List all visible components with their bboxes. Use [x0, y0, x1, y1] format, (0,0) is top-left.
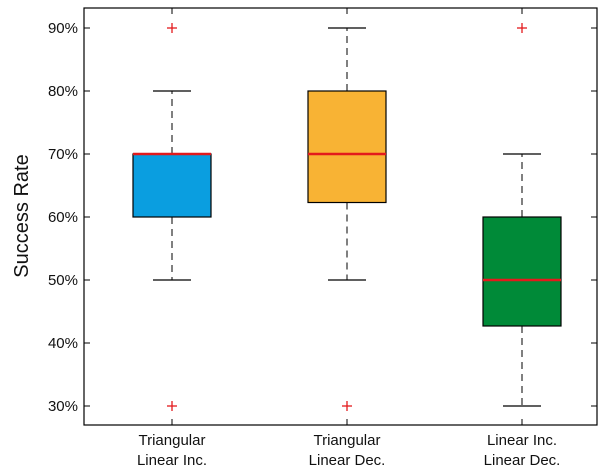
y-tick-label: 70% [48, 146, 78, 163]
x-category-label: Linear Dec. [309, 452, 386, 469]
x-category-label: Triangular [314, 432, 381, 449]
outlier-marker [167, 23, 177, 33]
box [482, 216, 562, 327]
x-category-label: Linear Inc. [137, 452, 207, 469]
x-category-label: Linear Inc. [487, 432, 557, 449]
box [307, 90, 387, 204]
box-group [132, 23, 212, 411]
outlier-marker [342, 401, 352, 411]
x-category-label: Triangular [139, 432, 206, 449]
box [132, 153, 212, 218]
x-axis: Triangular Linear Inc. Triangular Linear De… [137, 8, 560, 469]
y-tick-label: 30% [48, 398, 78, 415]
y-tick-label: 40% [48, 335, 78, 352]
y-axis-title: Success Rate [11, 154, 33, 277]
y-tick-label: 50% [48, 272, 78, 289]
y-tick-label: 90% [48, 20, 78, 37]
outlier-marker [517, 23, 527, 33]
outlier-marker [167, 401, 177, 411]
y-axis: 30% 40% 50% 60% 70% 80% 90% [48, 20, 597, 415]
x-category-label: Linear Dec. [484, 452, 561, 469]
y-tick-label: 60% [48, 209, 78, 226]
box-group [307, 27, 387, 411]
box-group [482, 23, 562, 407]
boxes [132, 23, 562, 411]
y-tick-label: 80% [48, 83, 78, 100]
